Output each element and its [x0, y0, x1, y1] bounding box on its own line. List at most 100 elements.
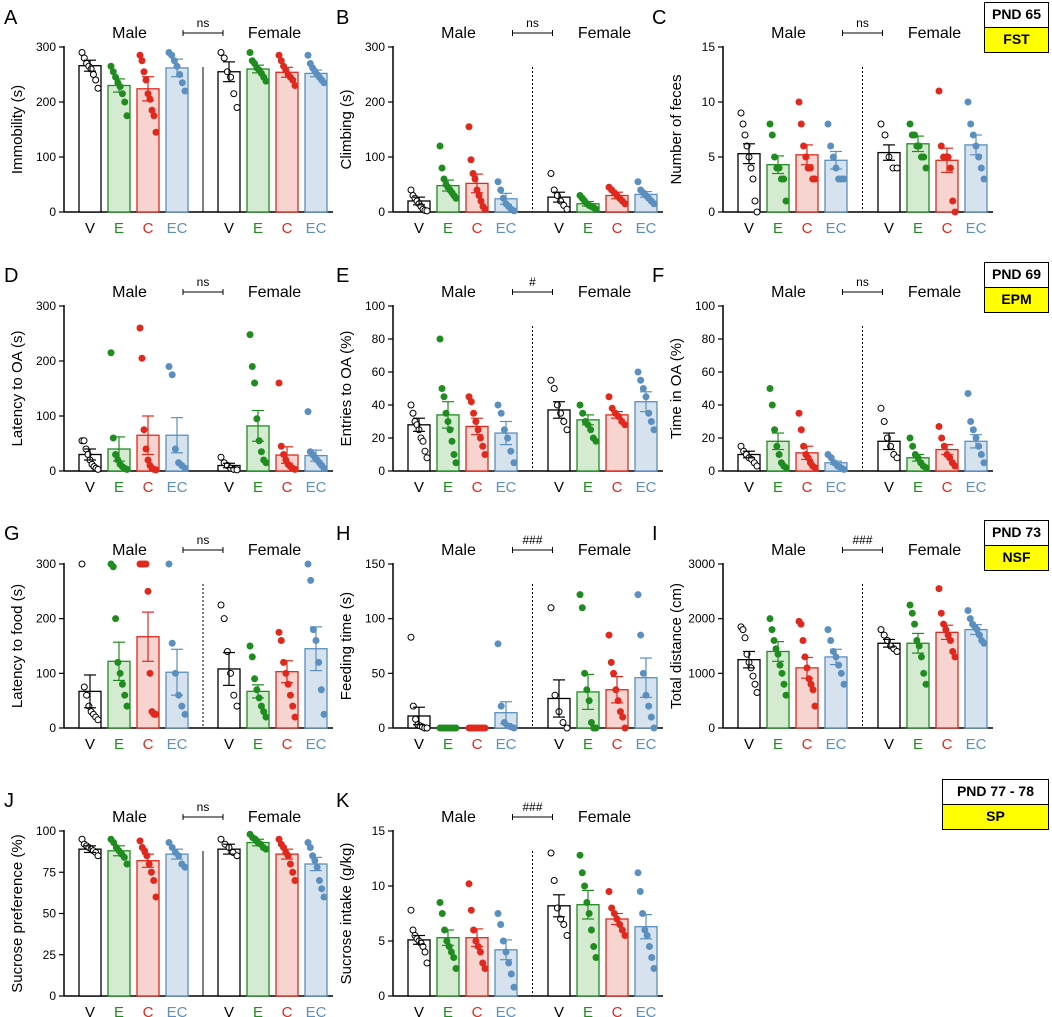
panel-letter: D — [4, 265, 18, 287]
data-point — [576, 401, 584, 409]
data-point — [607, 658, 615, 666]
data-point — [592, 724, 600, 732]
data-point — [650, 200, 658, 208]
panel-e: E Entries to OA (%) 0 20 40 60 80 100 Male Female… — [336, 265, 663, 496]
significance-label: ns — [856, 16, 869, 30]
data-point — [975, 153, 983, 161]
data-point — [636, 888, 644, 895]
data-point — [800, 142, 808, 150]
data-point — [937, 142, 945, 150]
y-tick-label: 100 — [365, 299, 385, 313]
data-point — [438, 910, 446, 917]
data-point — [505, 959, 513, 967]
data-point — [811, 702, 819, 710]
badge-epm: EPM — [984, 287, 1049, 313]
data-point — [479, 442, 487, 450]
data-point — [423, 454, 431, 462]
x-tick-label: E — [913, 736, 923, 753]
data-point — [311, 857, 319, 865]
panel-letter: J — [4, 790, 14, 812]
bar-female-c — [275, 853, 299, 997]
data-point — [612, 686, 620, 694]
data-point — [827, 637, 835, 645]
data-point — [583, 899, 591, 906]
data-point — [877, 120, 885, 128]
data-point — [262, 845, 270, 853]
data-point — [977, 164, 985, 172]
data-point — [967, 418, 975, 425]
significance-label: ns — [197, 275, 210, 289]
x-tick-label: C — [143, 1004, 154, 1017]
data-point — [150, 877, 158, 884]
data-point — [407, 906, 415, 914]
data-point — [824, 120, 832, 128]
data-point — [880, 418, 888, 425]
data-point — [797, 120, 805, 128]
data-point — [634, 591, 642, 599]
data-point — [421, 948, 429, 956]
x-tick-label: E — [583, 1004, 593, 1017]
x-tick-label: EC — [496, 736, 517, 753]
data-point — [248, 363, 256, 370]
data-point — [837, 669, 845, 677]
data-point — [920, 153, 928, 161]
data-point — [590, 943, 598, 950]
data-point — [318, 885, 326, 893]
male-label: Male — [771, 542, 806, 559]
x-tick-label: EC — [636, 736, 657, 753]
data-point — [576, 591, 584, 599]
female-label: Female — [578, 542, 631, 559]
data-point — [140, 426, 148, 434]
data-point — [780, 680, 788, 688]
data-point — [840, 680, 848, 688]
data-point — [178, 79, 186, 87]
y-tick-label: 40 — [372, 398, 386, 412]
y-axis-label: Entries to OA (%) — [338, 331, 355, 447]
data-point — [550, 877, 558, 884]
x-tick-label: C — [143, 736, 154, 753]
data-point — [423, 207, 431, 215]
data-point — [906, 601, 914, 609]
data-point — [423, 959, 431, 967]
data-point — [797, 620, 805, 628]
data-point — [751, 680, 759, 688]
x-tick-label: EC — [167, 479, 188, 496]
data-point — [949, 197, 957, 205]
x-tick-label: EC — [636, 220, 657, 237]
data-point — [304, 408, 312, 416]
x-tick-label: V — [744, 736, 754, 753]
x-tick-label: EC — [966, 736, 987, 753]
x-tick-label: EC — [306, 220, 327, 237]
y-tick-label: 3000 — [688, 557, 715, 571]
data-point — [621, 932, 629, 939]
data-point — [262, 459, 270, 467]
data-point — [436, 142, 444, 150]
badge-pnd-77-78: PND 77 - 78 — [942, 779, 1049, 805]
data-point — [116, 669, 124, 677]
data-point — [951, 653, 959, 661]
data-point — [253, 686, 261, 694]
x-tick-label: E — [114, 220, 124, 237]
x-tick-label: C — [282, 736, 293, 753]
x-tick-label: C — [143, 220, 154, 237]
data-point — [217, 49, 225, 56]
data-point — [809, 686, 817, 694]
data-point — [109, 563, 117, 571]
panel-j: J Sucrose preference (%) 0 25 50 75 100 Male Fem… — [4, 790, 333, 1017]
data-point — [452, 724, 460, 732]
data-point — [497, 921, 505, 928]
y-tick-label: 200 — [365, 95, 385, 109]
data-point — [123, 112, 131, 120]
data-point — [465, 123, 473, 131]
x-tick-label: V — [414, 479, 424, 496]
data-point — [634, 178, 642, 186]
y-tick-label: 80 — [372, 332, 386, 346]
data-point — [587, 426, 595, 434]
data-point — [306, 844, 314, 851]
x-tick-label: V — [85, 479, 95, 496]
data-point — [964, 389, 972, 397]
data-point — [94, 84, 102, 92]
y-tick-label: 80 — [702, 332, 716, 346]
panel-d: D Latency to OA (s) 0 100 200 300 Male Female ns… — [4, 265, 333, 496]
